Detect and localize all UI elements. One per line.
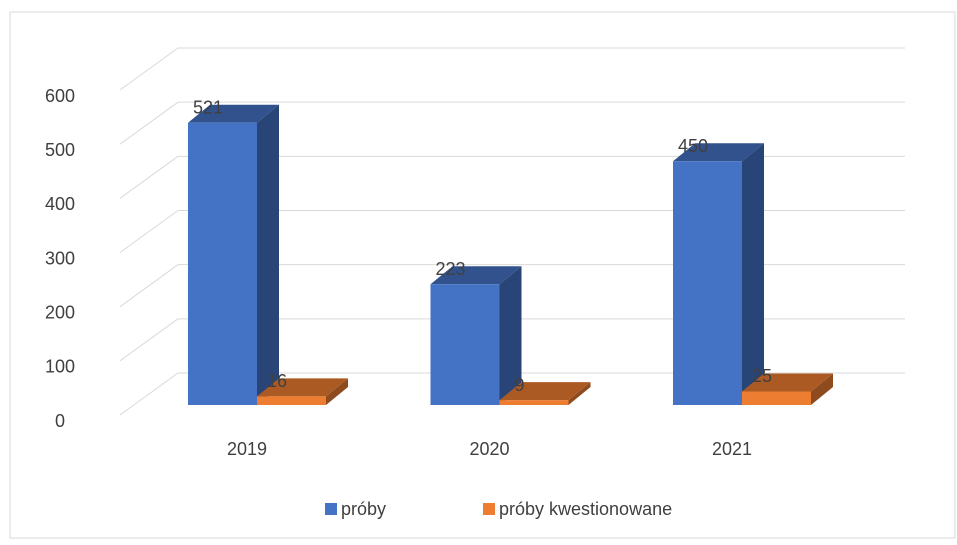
y-tick-label: 200 — [45, 302, 75, 322]
bar-top — [430, 266, 522, 285]
bar-side — [499, 266, 522, 405]
bar — [188, 104, 279, 406]
grid-line-side — [119, 47, 179, 91]
bar-side — [568, 382, 591, 405]
bar-front — [188, 122, 257, 406]
y-tick-label: 600 — [45, 86, 75, 106]
bar — [742, 373, 833, 405]
bar-front — [430, 284, 500, 405]
y-tick-label: 400 — [45, 194, 75, 214]
bar — [499, 382, 591, 405]
bar-top — [673, 143, 764, 162]
bar-front — [257, 396, 326, 405]
bar-top — [188, 104, 279, 123]
grid-line-side — [119, 155, 179, 199]
y-tick-label: 100 — [45, 357, 75, 377]
legend-swatch — [483, 503, 495, 515]
bar-side — [742, 143, 764, 405]
bar-front — [673, 161, 742, 405]
bar-front — [742, 391, 811, 405]
bar — [257, 378, 348, 405]
legend-label: próby kwestionowane — [499, 499, 672, 519]
data-label: 16 — [267, 371, 287, 391]
bar-top — [257, 378, 348, 397]
y-tick-label: 500 — [45, 140, 75, 160]
bar-top — [742, 373, 833, 392]
y-tick-label: 300 — [45, 248, 75, 268]
y-tick-label: 0 — [55, 411, 65, 431]
x-tick-label: 2020 — [469, 439, 509, 459]
data-label: 450 — [678, 136, 708, 156]
grid-line-side — [119, 210, 179, 253]
data-label: 223 — [435, 259, 465, 279]
data-label: 9 — [514, 375, 524, 395]
bar-side — [811, 373, 833, 405]
bar-side — [326, 378, 348, 405]
legend-swatch — [325, 503, 337, 515]
grid-line-side — [119, 318, 179, 362]
grid-line-side — [119, 264, 179, 308]
x-tick-label: 2021 — [712, 439, 752, 459]
bar — [430, 266, 522, 405]
bar-front — [499, 400, 569, 405]
legend-label: próby — [341, 499, 386, 519]
data-label: 521 — [193, 98, 223, 118]
grid-line-side — [119, 101, 179, 145]
x-tick-label: 2019 — [227, 439, 267, 459]
grid-line-side — [119, 372, 179, 416]
bar — [673, 143, 764, 405]
data-label: 25 — [752, 366, 772, 386]
bar-side — [257, 104, 279, 406]
bar-top — [499, 382, 591, 401]
